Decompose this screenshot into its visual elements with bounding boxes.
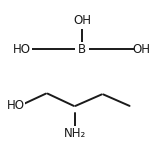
Text: OH: OH [133,43,151,56]
Text: HO: HO [7,99,25,112]
Text: NH₂: NH₂ [63,127,86,139]
Text: B: B [78,43,86,56]
Text: HO: HO [13,43,31,56]
Text: OH: OH [73,14,91,27]
